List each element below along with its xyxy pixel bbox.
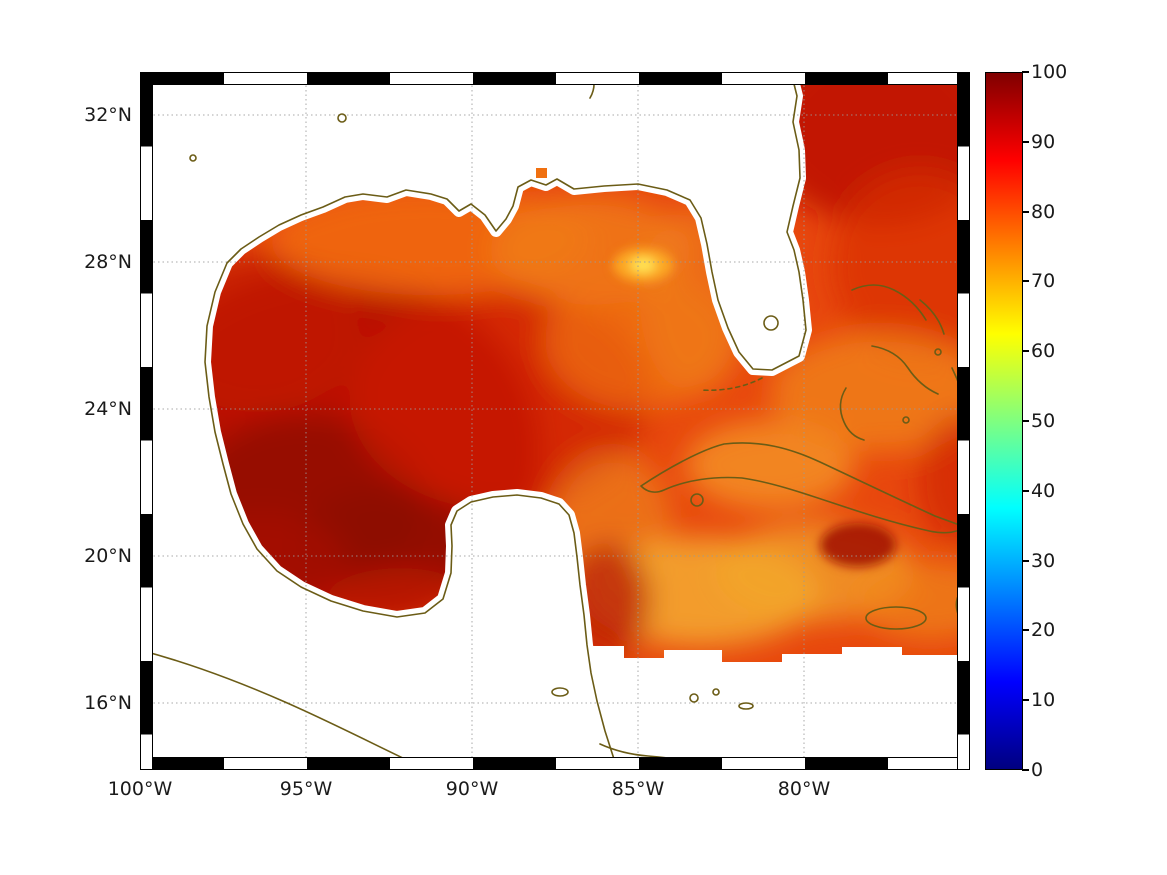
- texas-lake-2: [337, 113, 347, 123]
- map-plot: [140, 72, 970, 770]
- colorbar-tickmark: [1022, 769, 1029, 771]
- y-tick-label: 24°N: [84, 398, 132, 420]
- colorbar: [985, 72, 1023, 770]
- colorbar-tickmark: [1022, 210, 1029, 213]
- cuba-outline: [640, 442, 966, 534]
- colorbar-tickmark: [1022, 559, 1029, 562]
- y-tick-label: 32°N: [84, 104, 132, 126]
- bahamas-islet-2: [902, 416, 910, 424]
- bahamas-islet-1: [934, 348, 942, 356]
- colorbar-tickmark: [1022, 629, 1029, 632]
- y-tick-label: 20°N: [84, 545, 132, 567]
- x-tick-label: 100°W: [107, 778, 173, 800]
- mexico-lagoon: [551, 687, 569, 697]
- coastlines: [140, 72, 970, 770]
- isle-of-youth-outline: [690, 493, 704, 507]
- colorbar-tick-label: 30: [1031, 549, 1056, 572]
- map-frame-right: [957, 72, 970, 770]
- texas-lake-1: [189, 154, 197, 162]
- colorbar-tick-label: 80: [1031, 200, 1056, 223]
- jamaica-outline: [865, 606, 927, 630]
- colorbar-tick-label: 10: [1031, 689, 1056, 712]
- x-tick-label: 95°W: [279, 778, 333, 800]
- x-tick-label: 80°W: [777, 778, 831, 800]
- dark-maximum-spot: [820, 523, 896, 567]
- colorbar-tick-label: 40: [1031, 479, 1056, 502]
- data-mask-south: [588, 646, 970, 770]
- colorbar-tickmark: [1022, 489, 1029, 492]
- map-frame-left: [140, 72, 153, 770]
- bahamas-outline-1: [851, 284, 927, 321]
- colorbar-tickmark: [1022, 699, 1029, 702]
- bay-islet-1: [689, 693, 699, 703]
- colorbar-tickmark: [1022, 350, 1029, 353]
- bahamas-outline-2: [871, 345, 939, 395]
- x-tick-label: 85°W: [611, 778, 665, 800]
- colorbar-tick-label: 0: [1031, 759, 1044, 781]
- colorbar-tick-label: 50: [1031, 410, 1056, 432]
- florida-keys: [699, 377, 763, 392]
- map-frame-bottom: [140, 757, 970, 770]
- x-tick-label: 90°W: [445, 778, 499, 800]
- y-tick-label: 16°N: [84, 692, 132, 714]
- bahamas-outline-3: [839, 387, 865, 441]
- colorbar-tick-label: 70: [1031, 270, 1056, 293]
- colorbar-tick-label: 100: [1031, 61, 1068, 83]
- map-frame-top: [140, 72, 970, 85]
- colorbar-tickmark: [1022, 71, 1029, 73]
- bay-islet-3: [738, 702, 754, 710]
- lake-okeechobee: [763, 315, 779, 331]
- coastline-pacific-mexico: [140, 649, 429, 770]
- y-tick-label: 28°N: [84, 251, 132, 273]
- colorbar-tick-label: 20: [1031, 619, 1056, 642]
- bay-islet-2: [712, 688, 720, 696]
- coastal-data-cell: [536, 168, 547, 178]
- colorbar-tickmark: [1022, 280, 1029, 283]
- colorbar-tick-label: 60: [1031, 340, 1056, 363]
- bahamas-outline-4: [919, 299, 945, 335]
- colorbar-tick-label: 90: [1031, 130, 1056, 153]
- colorbar-tickmark: [1022, 140, 1029, 143]
- graticule: [140, 72, 970, 770]
- colorbar-tickmark: [1022, 420, 1029, 422]
